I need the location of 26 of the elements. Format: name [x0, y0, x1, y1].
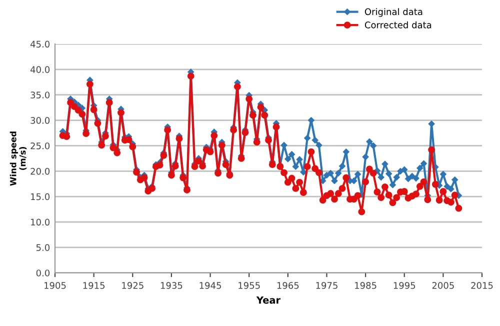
x-axis-title: Year [256, 296, 281, 304]
y-tick-label: 35.0 [30, 92, 50, 98]
x-tick-label: 1915 [83, 282, 105, 289]
y-tick-label: 0.0 [36, 270, 50, 276]
x-tick-label: 1905 [44, 282, 66, 289]
y-tick-label: 40.0 [30, 66, 50, 73]
x-tick-label: 1935 [160, 282, 182, 289]
x-tick-label: 1945 [200, 282, 221, 289]
y-tick-label: 20.0 [30, 168, 50, 175]
x-tick-label: 1965 [277, 282, 299, 289]
x-tick-label: 1985 [355, 282, 376, 289]
x-tick-label: 1975 [316, 282, 338, 289]
y-tick-label: 5.0 [36, 244, 50, 251]
x-tick-label: 2015 [471, 282, 493, 289]
y-tick-label: 45.0 [30, 40, 50, 48]
y-tick-label: 25.0 [30, 142, 50, 150]
y-tick-label: 30.0 [30, 117, 50, 124]
x-tick-label: 2005 [432, 282, 454, 289]
x-tick-label: 1955 [238, 282, 260, 289]
y-tick-label: 15.0 [31, 193, 50, 200]
y-axis-title: Wind speed (m/s) [10, 132, 27, 186]
legend-label: Original data [364, 8, 422, 17]
legend-label: Corrected data [364, 21, 432, 28]
x-tick-label: 1925 [122, 282, 144, 289]
y-tick-label: 10.0 [31, 218, 50, 226]
x-tick-label: 1995 [394, 282, 416, 289]
